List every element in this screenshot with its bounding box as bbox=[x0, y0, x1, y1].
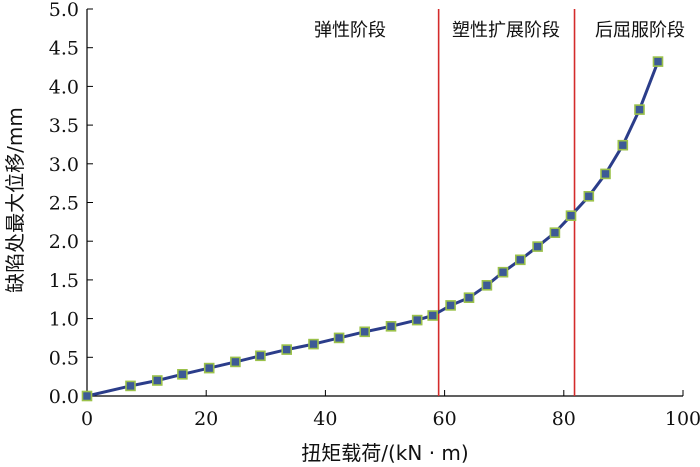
data-point bbox=[385, 320, 397, 332]
series-markers bbox=[81, 56, 664, 402]
y-tick-label: 2.0 bbox=[49, 231, 79, 253]
stage-labels: 弹性阶段 塑性扩展阶段 后屈服阶段 bbox=[314, 20, 685, 41]
stage-dividers bbox=[437, 9, 576, 396]
series-path bbox=[86, 61, 660, 398]
data-point bbox=[125, 380, 136, 392]
y-axis-title: 缺陷处最大位移/mm bbox=[3, 107, 27, 293]
data-point bbox=[565, 210, 577, 221]
tick-labels: 0 20 40 60 80 100 0.0 0.5 1.0 1.5 2.0 2.5 3.0 3.5 4.0 4… bbox=[49, 0, 700, 430]
y-tick-label: 5.0 bbox=[49, 0, 79, 21]
data-point bbox=[445, 300, 456, 311]
data-point bbox=[652, 56, 664, 67]
data-point bbox=[634, 104, 645, 115]
data-point bbox=[514, 254, 526, 266]
series-line bbox=[86, 61, 660, 398]
data-point bbox=[359, 326, 371, 338]
data-point bbox=[411, 314, 423, 326]
y-tick-label: 0.5 bbox=[49, 347, 79, 369]
y-tick-label: 1.0 bbox=[49, 309, 79, 331]
y-tick-label: 3.0 bbox=[49, 154, 79, 176]
data-point bbox=[308, 338, 319, 350]
axes bbox=[86, 8, 684, 397]
data-point bbox=[281, 344, 293, 355]
x-axis-title: 扭矩载荷/(kN · m) bbox=[301, 441, 468, 465]
stage-label-post-yield: 后屈服阶段 bbox=[595, 20, 685, 41]
y-tick-label: 4.5 bbox=[49, 38, 79, 60]
data-point bbox=[600, 168, 611, 180]
x-tick-label: 60 bbox=[433, 408, 457, 430]
data-point bbox=[152, 375, 163, 386]
data-point bbox=[481, 279, 493, 291]
data-point bbox=[255, 350, 266, 362]
y-tick-label: 3.5 bbox=[49, 115, 79, 137]
data-point bbox=[532, 241, 543, 252]
y-tick-label: 4.0 bbox=[49, 76, 79, 98]
data-point bbox=[463, 292, 475, 304]
data-point bbox=[497, 266, 509, 278]
data-point bbox=[203, 362, 215, 374]
x-tick-label: 20 bbox=[194, 408, 218, 430]
data-point bbox=[617, 139, 629, 151]
data-point bbox=[549, 227, 561, 238]
data-point bbox=[81, 390, 93, 402]
x-tick-label: 40 bbox=[313, 408, 337, 430]
x-tick-label: 80 bbox=[552, 408, 576, 430]
data-point bbox=[177, 368, 188, 380]
y-tick-label: 2.5 bbox=[49, 193, 79, 215]
data-point bbox=[333, 332, 345, 344]
x-tick-label: 0 bbox=[81, 408, 93, 430]
x-tick-label: 100 bbox=[665, 408, 700, 430]
data-point bbox=[583, 191, 595, 202]
data-point bbox=[427, 310, 439, 321]
y-tick-label: 0.0 bbox=[49, 386, 79, 408]
stage-label-elastic: 弹性阶段 bbox=[314, 20, 386, 41]
stage-label-plastic: 塑性扩展阶段 bbox=[452, 20, 560, 41]
data-point bbox=[230, 356, 241, 368]
y-tick-label: 1.5 bbox=[49, 270, 79, 292]
